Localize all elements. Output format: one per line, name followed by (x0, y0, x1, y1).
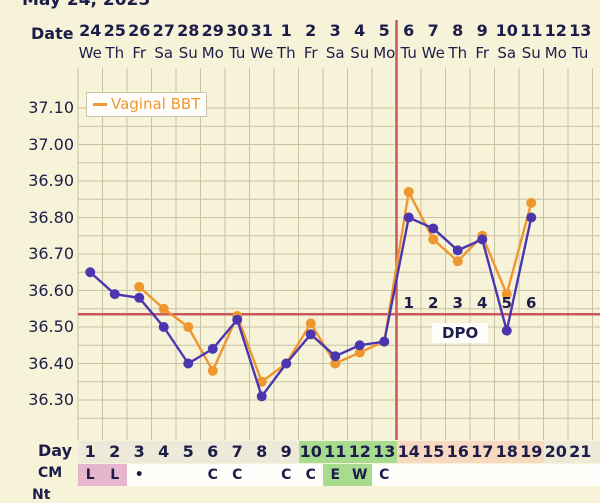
data-point-purple (404, 213, 414, 223)
data-point-orange (404, 187, 414, 197)
cm-cell: C (225, 464, 251, 486)
cycle-day: 6 (201, 441, 227, 463)
cm-cell: L (78, 464, 104, 486)
cycle-day: 8 (250, 441, 276, 463)
cycle-day: 1 (78, 441, 104, 463)
data-point-purple (453, 245, 463, 255)
dpo-label: DPO (432, 323, 488, 343)
data-point-purple (183, 359, 193, 369)
cycle-day: 19 (519, 441, 545, 463)
cycle-day: 11 (323, 441, 349, 463)
data-point-purple (159, 322, 169, 332)
data-point-purple (232, 315, 242, 325)
cm-cell: C (201, 464, 227, 486)
cm-cell: W (348, 464, 374, 486)
data-point-orange (208, 366, 218, 376)
cm-cell (519, 464, 545, 486)
cycle-day: 12 (348, 441, 374, 463)
data-point-purple (526, 213, 536, 223)
cm-cell: C (274, 464, 300, 486)
cycle-day: 4 (152, 441, 178, 463)
cm-cell (568, 464, 594, 486)
cm-cell (446, 464, 472, 486)
cm-cell (176, 464, 202, 486)
data-point-purple (428, 223, 438, 233)
cycle-day: 3 (127, 441, 153, 463)
cm-cell (470, 464, 496, 486)
day-row-label: Day (38, 441, 72, 460)
data-point-purple (257, 391, 267, 401)
cycle-day: 13 (372, 441, 398, 463)
data-point-purple (355, 340, 365, 350)
cycle-day: 2 (593, 441, 600, 463)
data-point-orange (453, 256, 463, 266)
data-point-purple (330, 351, 340, 361)
cycle-day: 16 (446, 441, 472, 463)
cycle-day: 2 (103, 441, 129, 463)
data-point-purple (379, 337, 389, 347)
cm-cell: C (299, 464, 325, 486)
data-point-purple (306, 329, 316, 339)
cm-cell (421, 464, 447, 486)
dpo-number: 5 (495, 294, 520, 312)
cycle-day: 15 (421, 441, 447, 463)
cm-cell: L (103, 464, 129, 486)
data-point-purple (477, 234, 487, 244)
chart-legend: Vaginal BBT (86, 92, 207, 117)
data-point-orange (526, 198, 536, 208)
cm-cell (544, 464, 570, 486)
cycle-day: 21 (568, 441, 594, 463)
data-point-purple (134, 293, 144, 303)
cm-cell (397, 464, 423, 486)
cycle-day: 17 (470, 441, 496, 463)
data-point-orange (134, 282, 144, 292)
cycle-day: 7 (225, 441, 251, 463)
notes-row-label: Nt (32, 487, 50, 503)
cm-cell (250, 464, 276, 486)
dpo-number: 4 (470, 294, 495, 312)
cycle-day: 5 (176, 441, 202, 463)
cycle-day: 20 (544, 441, 570, 463)
cm-row-label: CM (38, 465, 62, 481)
data-point-purple (110, 289, 120, 299)
cycle-day: 14 (397, 441, 423, 463)
cm-cell (495, 464, 521, 486)
dpo-number: 6 (519, 294, 544, 312)
cm-cell: • (127, 464, 153, 486)
data-point-purple (208, 344, 218, 354)
data-point-purple (502, 326, 512, 336)
cm-cell: C (372, 464, 398, 486)
cycle-day: 18 (495, 441, 521, 463)
dpo-number: 1 (397, 294, 422, 312)
cycle-day: 9 (274, 441, 300, 463)
cm-cell: E (323, 464, 349, 486)
data-point-orange (159, 304, 169, 314)
dpo-number: 3 (446, 294, 471, 312)
data-point-orange (428, 234, 438, 244)
data-point-orange (183, 322, 193, 332)
dpo-number: 2 (421, 294, 446, 312)
data-point-purple (281, 359, 291, 369)
cm-cell (152, 464, 178, 486)
legend-line-swatch (93, 103, 107, 106)
cm-cell (593, 464, 600, 486)
cycle-day: 10 (299, 441, 325, 463)
data-point-purple (85, 267, 95, 277)
legend-label: Vaginal BBT (111, 95, 200, 113)
data-point-orange (306, 318, 316, 328)
